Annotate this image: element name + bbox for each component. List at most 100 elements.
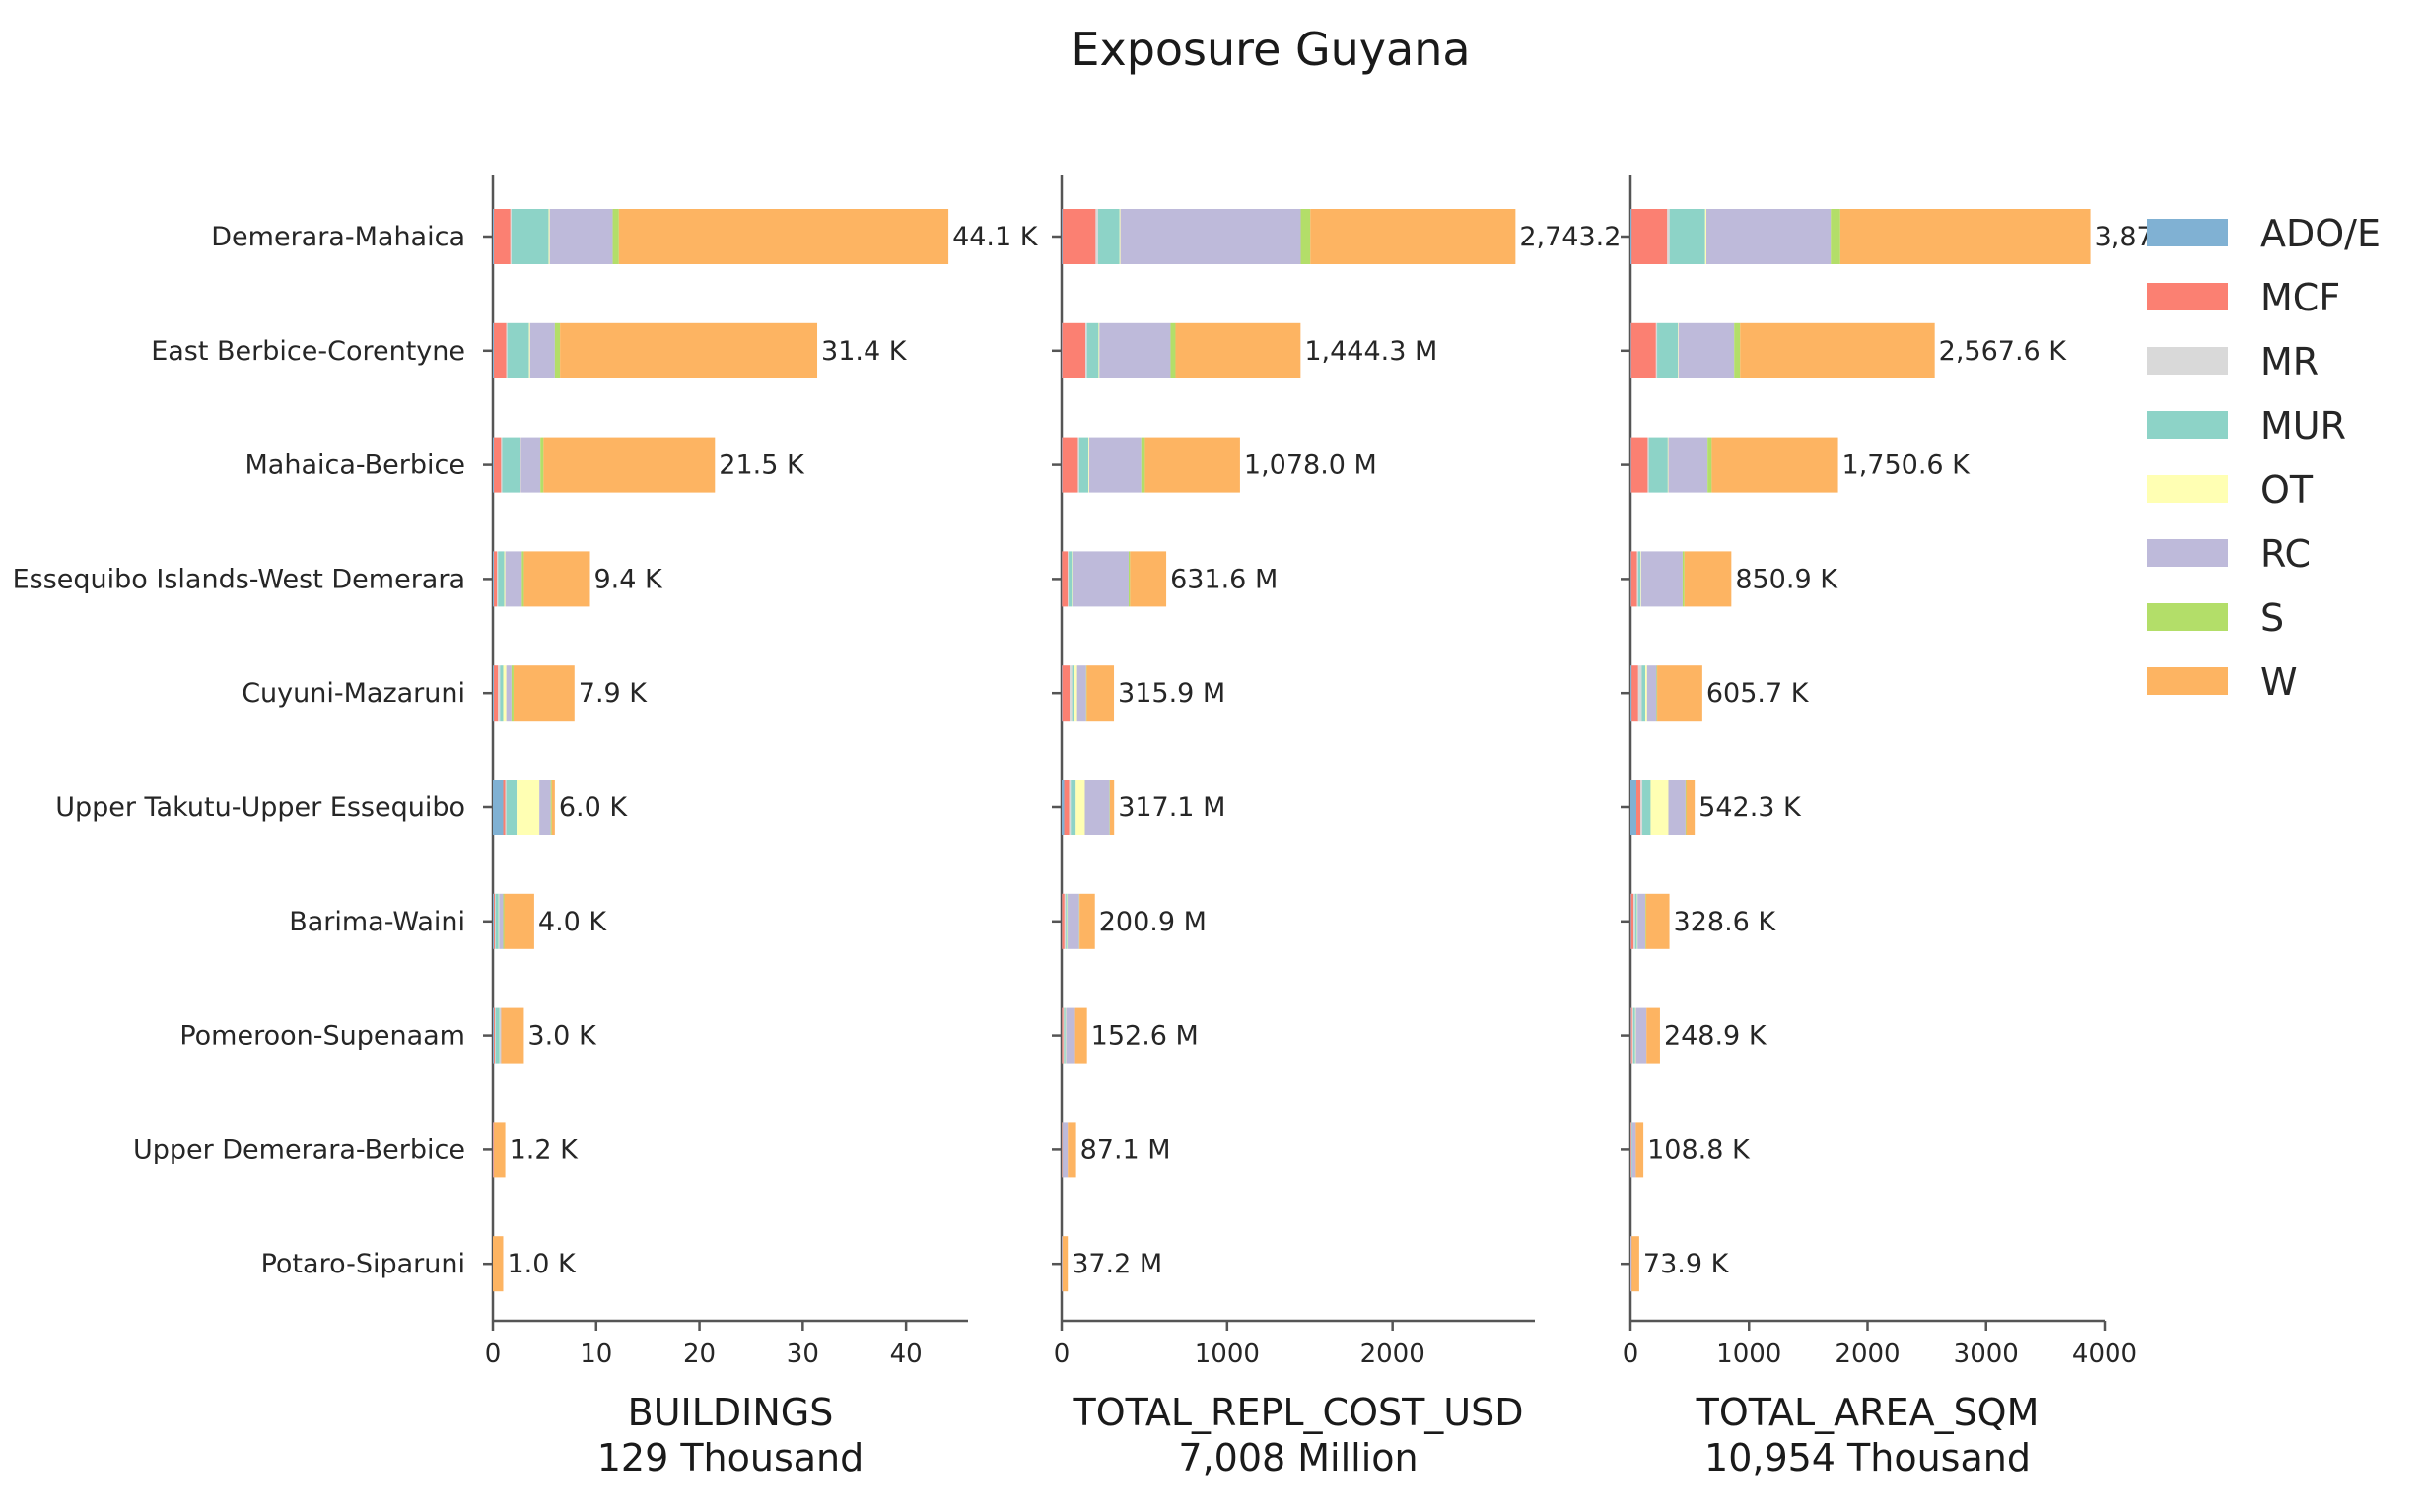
bar-segment-ado-e	[493, 893, 495, 949]
category-label: Demerara-Mahaica	[211, 222, 465, 252]
bar-segment-mcf	[503, 780, 506, 835]
bar-segment-ado-e	[1062, 780, 1065, 835]
bar-segment-mur	[1086, 322, 1099, 378]
bar-segment-mcf	[494, 209, 511, 264]
bar-segment-mcf	[494, 665, 499, 722]
bar-segment-mur	[1072, 665, 1075, 722]
bar-segment-mur	[1669, 209, 1705, 264]
bar-segment-mur	[1631, 1122, 1632, 1178]
bar-segment-mur	[495, 893, 499, 949]
bar-total-label: 44.1 K	[952, 222, 1039, 252]
bar-segment-s	[1170, 322, 1176, 378]
bar-segment-rc	[1646, 665, 1657, 722]
bar-segment-ot	[1704, 209, 1706, 264]
bar-segment-ot	[1650, 780, 1669, 835]
bar-segment-mcf	[1064, 780, 1070, 835]
bar-segment-mr	[1630, 1122, 1632, 1178]
bar-segment-ot	[517, 780, 540, 835]
x-tick-label: 20	[683, 1340, 716, 1369]
bar-segment-w	[494, 1122, 506, 1178]
bar-segment-rc	[1066, 1007, 1075, 1064]
bar-segment-mcf	[1062, 665, 1071, 722]
bar-segment-mcf	[1630, 551, 1637, 607]
bar-segment-mur	[1066, 893, 1068, 949]
bar-segment-mr	[501, 437, 503, 493]
bar-segment-ado-e	[493, 780, 504, 835]
bar-segment-s	[1707, 437, 1712, 493]
bar-segment-mr	[495, 1007, 496, 1064]
category-label: Potaro-Siparuni	[261, 1249, 465, 1279]
bar-segment-w	[1645, 893, 1670, 949]
bar-segment-mur	[500, 665, 504, 722]
bar-segment-s	[1141, 437, 1145, 493]
bar-segment-rc	[1637, 893, 1646, 949]
bar-segment-s	[554, 322, 561, 378]
bar-segment-rc	[1062, 1236, 1063, 1292]
bar-segment-mur	[1069, 551, 1073, 607]
bar-segment-rc	[1640, 551, 1683, 607]
category-label: Cuyuni-Mazaruni	[242, 678, 465, 709]
bar-segment-ot	[1098, 322, 1100, 378]
bar-segment-s	[1656, 665, 1658, 722]
bar-segment-mur	[1064, 1007, 1066, 1064]
bar-segment-mr	[1655, 322, 1658, 378]
bar-total-label: 631.6 M	[1170, 564, 1278, 594]
bar-total-label: 3.0 K	[527, 1021, 597, 1052]
bar-segment-mr	[1068, 551, 1070, 607]
bar-segment-s	[1128, 551, 1131, 607]
bar-segment-w	[1086, 665, 1115, 722]
bar-segment-rc	[1088, 437, 1142, 493]
bar-segment-mr	[1637, 665, 1642, 722]
legend-label: W	[2260, 660, 2298, 704]
bar-segment-rc	[529, 322, 555, 378]
legend-label: S	[2260, 596, 2284, 640]
bar-segment-ado-e	[1630, 665, 1632, 722]
bar-segment-s	[1734, 322, 1741, 378]
bar-segment-w	[1631, 1236, 1639, 1292]
bar-segment-mr	[1633, 893, 1635, 949]
bar-segment-mr	[497, 551, 499, 607]
bar-total-label: 248.9 K	[1664, 1021, 1767, 1052]
bar-segment-mcf	[494, 322, 507, 378]
bar-total-label: 200.9 M	[1099, 907, 1207, 937]
x-axis-total-label: 10,954 Thousand	[1704, 1436, 2031, 1479]
bar-segment-rc	[505, 551, 522, 607]
bar-segment-ado-e	[493, 551, 495, 607]
bar-segment-mr	[1063, 1007, 1065, 1064]
bar-segment-w	[1144, 437, 1240, 493]
bar-segment-w	[523, 551, 590, 607]
bar-segment-ado-e	[493, 1007, 495, 1064]
bar-total-label: 1,750.6 K	[1842, 450, 1972, 481]
bar-segment-w	[618, 209, 949, 264]
bar-segment-ot	[1667, 437, 1669, 493]
x-tick-label: 2000	[1835, 1340, 1900, 1369]
bar-segment-mcf	[1630, 893, 1634, 949]
x-axis-title: TOTAL_REPL_COST_USD	[1072, 1391, 1523, 1434]
bar-segment-ot	[1067, 893, 1069, 949]
bar-total-label: 21.5 K	[719, 450, 805, 481]
bar-segment-mur	[1633, 1007, 1635, 1064]
bar-total-label: 108.8 K	[1647, 1134, 1751, 1165]
bar-segment-ot	[548, 209, 550, 264]
legend-label: MCF	[2260, 276, 2340, 319]
bar-segment-mur	[502, 437, 520, 493]
bar-segment-w	[1657, 665, 1702, 722]
category-label: Upper Takutu-Upper Essequibo	[55, 792, 465, 823]
bar-segment-ot	[1636, 893, 1638, 949]
bar-segment-ot	[1075, 780, 1085, 835]
bar-segment-mr	[506, 322, 508, 378]
bar-segment-mur	[498, 551, 505, 607]
bar-total-label: 37.2 M	[1072, 1249, 1162, 1279]
bar-segment-s	[612, 209, 619, 264]
bar-total-label: 1,078.0 M	[1244, 450, 1377, 481]
bar-segment-mr	[1069, 780, 1072, 835]
bar-segment-w	[543, 437, 716, 493]
bar-total-label: 6.0 K	[559, 792, 629, 823]
bar-segment-ado-e	[1062, 665, 1063, 722]
bar-segment-ot	[504, 551, 506, 607]
legend-label: MUR	[2260, 404, 2346, 447]
bar-segment-mcf	[493, 1122, 494, 1178]
